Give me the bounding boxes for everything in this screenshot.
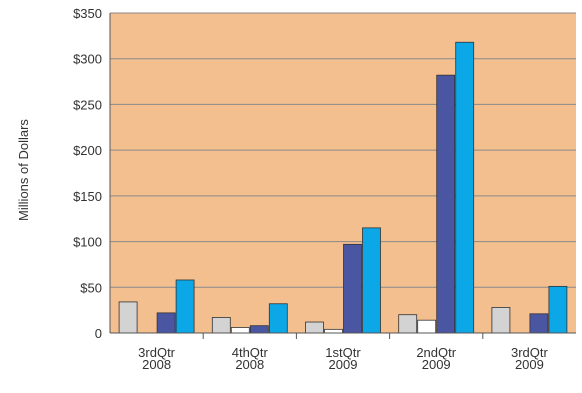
bar-series-2 <box>343 243 362 334</box>
bar-series-1 <box>230 327 250 334</box>
y-tick-label: $150 <box>73 189 102 204</box>
y-tick-label: $100 <box>73 235 102 250</box>
x-tick-label: 2008 <box>235 357 264 372</box>
y-tick-label: $300 <box>73 52 102 67</box>
bar-series-1 <box>324 328 343 334</box>
x-tick-label: 2008 <box>142 357 171 372</box>
bar-series-1 <box>417 319 437 334</box>
bar-series-0 <box>398 314 418 334</box>
y-tick-label: $250 <box>73 97 102 112</box>
bar-series-3 <box>268 303 288 334</box>
bar-series-0 <box>305 321 324 334</box>
bar-series-3 <box>362 227 381 334</box>
x-tick-label: 3rdQtr <box>511 345 549 360</box>
bar-series-2 <box>249 325 269 334</box>
y-axis-title: Millions of Dollars <box>16 119 31 221</box>
y-tick-label: $50 <box>80 280 102 295</box>
x-tick-label: 2009 <box>422 357 451 372</box>
bar-series-3 <box>455 41 475 334</box>
x-tick-label: 3rdQtr <box>138 345 176 360</box>
bar-series-3 <box>175 279 195 334</box>
bar-series-3 <box>548 285 568 334</box>
x-tick-label: 2ndQtr <box>416 345 456 360</box>
bar-series-2 <box>529 313 549 334</box>
bar-series-0 <box>211 317 231 334</box>
bar-series-2 <box>156 312 176 334</box>
bar-series-0 <box>491 306 511 334</box>
x-tick-label: 4thQtr <box>232 345 269 360</box>
x-tick-label: 2009 <box>329 357 358 372</box>
bar-series-0 <box>118 301 138 334</box>
bar-series-2 <box>436 74 456 334</box>
x-tick-label: 1stQtr <box>325 345 361 360</box>
y-tick-label: 0 <box>95 326 102 341</box>
plot-area: 0$50$100$150$200$250$300$3503rdQtr20084t… <box>73 6 576 372</box>
y-tick-label: $200 <box>73 143 102 158</box>
x-tick-label: 2009 <box>515 357 544 372</box>
y-tick-label: $350 <box>73 6 102 21</box>
